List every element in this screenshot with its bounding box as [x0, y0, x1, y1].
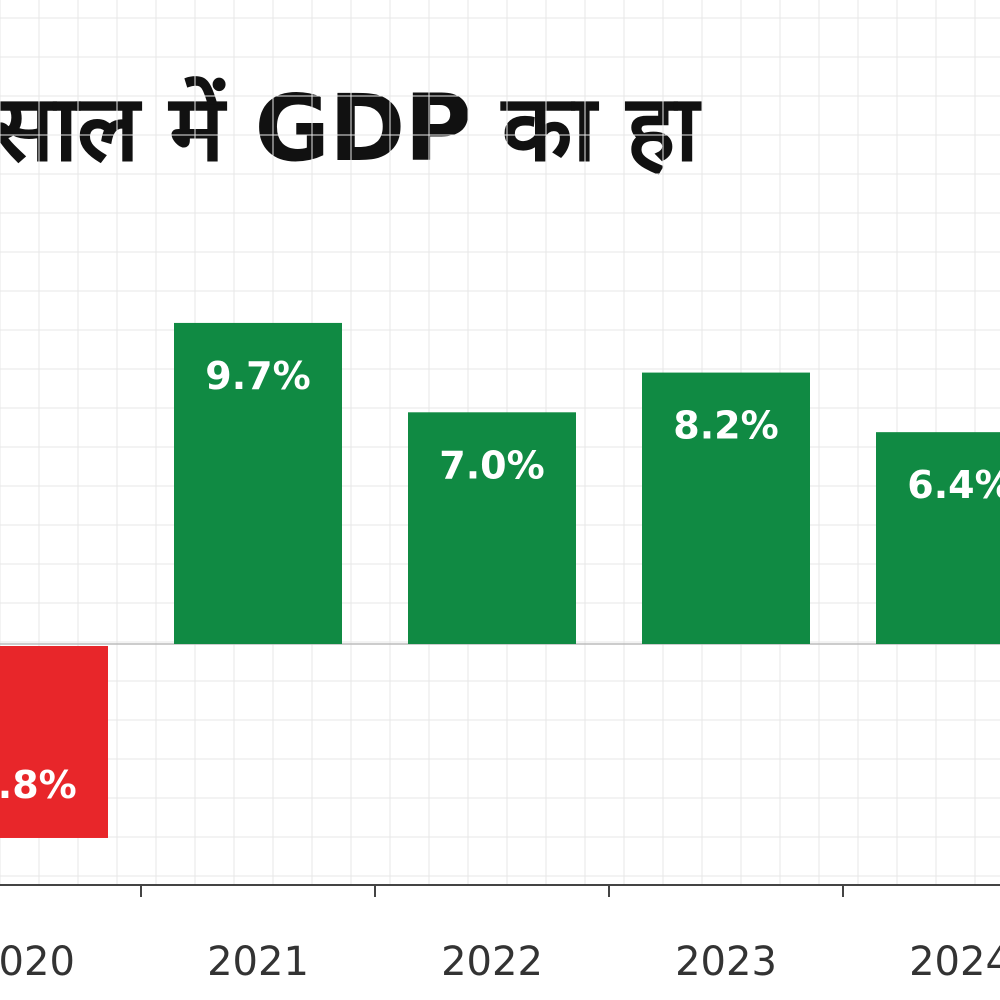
data-label: 5.8%: [0, 763, 77, 807]
x-tick-label: 2021: [207, 939, 309, 985]
x-tick-label: 2024: [909, 939, 1000, 985]
bar: [174, 322, 342, 644]
bar: [642, 372, 810, 644]
x-tick-label: 2023: [675, 939, 777, 985]
data-label: 8.2%: [673, 404, 778, 448]
data-label: 7.0%: [439, 443, 544, 487]
bar: [876, 432, 1000, 644]
x-tick-label: 2022: [441, 939, 543, 985]
data-label: 6.4%: [907, 463, 1000, 507]
bar: [0, 646, 108, 838]
data-label: 9.7%: [205, 354, 310, 398]
bar: [408, 412, 576, 644]
